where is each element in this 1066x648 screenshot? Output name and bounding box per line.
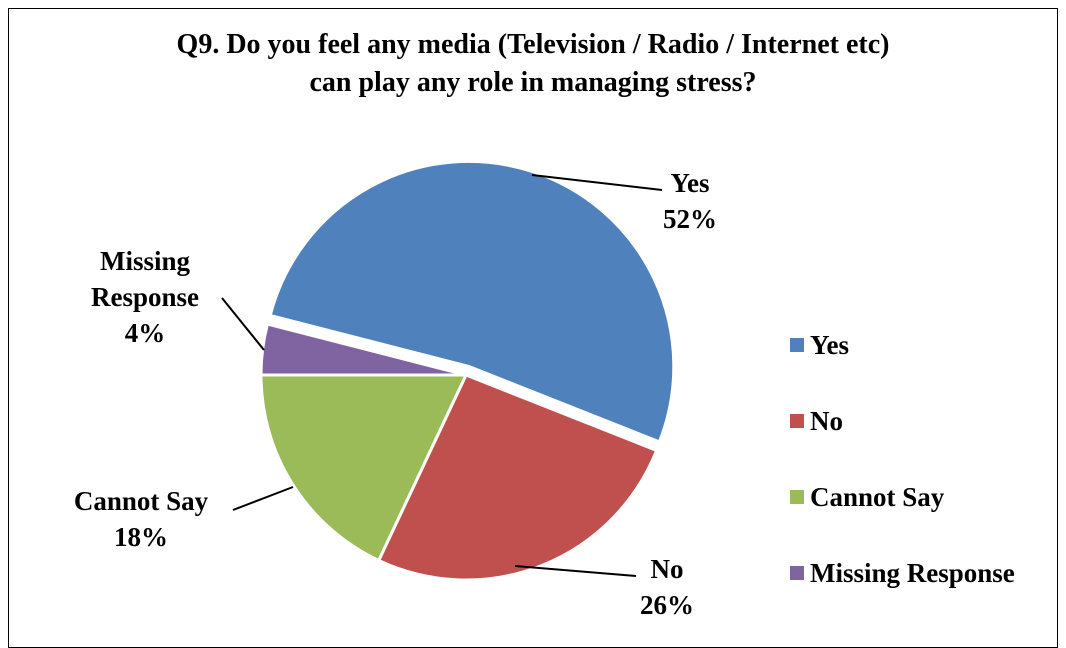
pie-slice-yes	[268, 159, 676, 444]
data-label-line-cannot-say: 18%	[114, 522, 168, 552]
data-label-missing-response: Missing Response 4%	[91, 246, 199, 348]
chart-title: Q9. Do you feel any media (Television / …	[8, 26, 1058, 102]
legend-label-cannot-say: Cannot Say	[810, 482, 945, 512]
chart-title-line-2: can play any role in managing stress?	[309, 67, 757, 98]
leader-line-cannot-say	[232, 486, 294, 511]
legend-swatch-cannot-say	[790, 490, 804, 504]
data-label-line-yes: Yes	[671, 168, 710, 198]
data-label-cannot-say: Cannot Say 18%	[74, 486, 209, 552]
data-label-line-yes: 52%	[663, 204, 717, 234]
legend-label-missing-response: Missing Response	[810, 558, 1015, 588]
data-label-line-no: 26%	[640, 590, 694, 620]
leader-line-yes	[531, 174, 663, 191]
data-label-line-missing-response: 4%	[125, 318, 166, 348]
leader-line-no	[514, 565, 637, 577]
data-label-no: No 26%	[640, 554, 694, 620]
legend-label-no: No	[810, 406, 843, 436]
legend-item-no: No	[790, 406, 843, 440]
legend-item-missing-response: Missing Response	[790, 558, 1015, 592]
legend-swatch-missing-response	[790, 566, 804, 580]
legend-label-yes: Yes	[810, 330, 849, 360]
legend-item-yes: Yes	[790, 330, 849, 364]
data-label-yes: Yes 52%	[663, 168, 717, 234]
legend-swatch-yes	[790, 338, 804, 352]
data-label-line-missing-response: Response	[91, 282, 199, 312]
chart-title-line-1: Q9. Do you feel any media (Television / …	[176, 29, 890, 60]
pie-chart: Yes 52% No 26% Cannot Say 18% Missing Response 4…	[74, 159, 717, 620]
pie-slice-cannot-say	[259, 373, 469, 563]
data-label-line-missing-response: Missing	[100, 246, 191, 276]
legend-swatch-no	[790, 414, 804, 428]
leader-line-missing-response	[221, 297, 265, 351]
data-label-line-cannot-say: Cannot Say	[74, 486, 209, 516]
legend-item-cannot-say: Cannot Say	[790, 482, 944, 516]
data-label-line-no: No	[651, 554, 684, 584]
pie-slice-no	[376, 373, 659, 582]
